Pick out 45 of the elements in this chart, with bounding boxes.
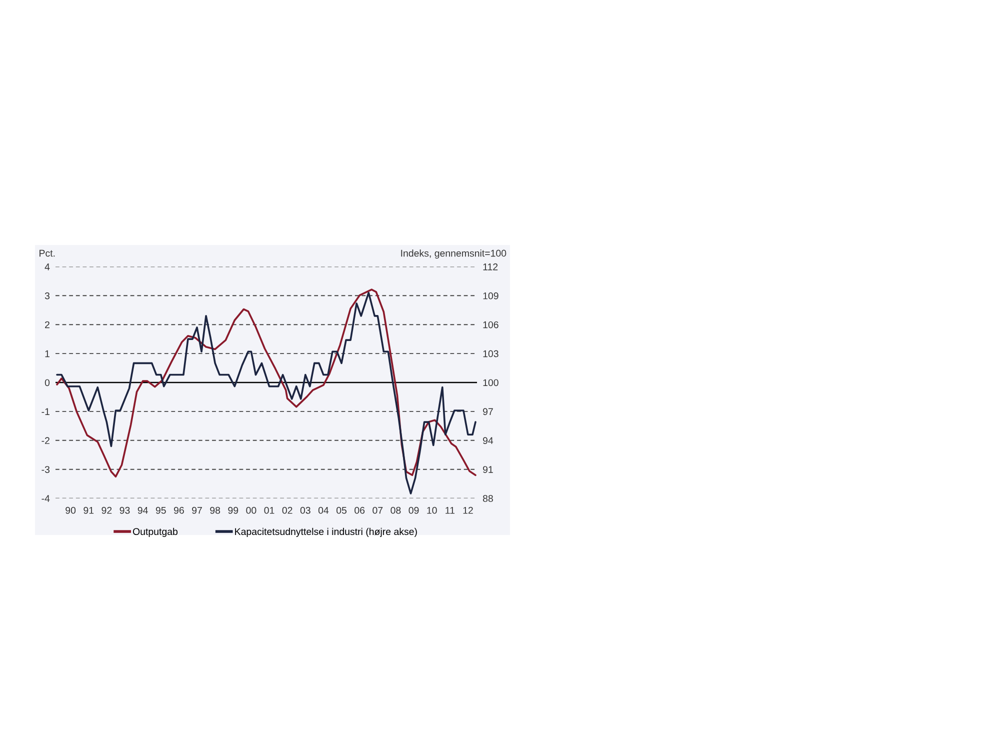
x-tick-label: 02 <box>282 506 292 514</box>
x-tick-label: 11 <box>446 506 454 514</box>
x-tick-label: 97 <box>192 506 202 514</box>
x-tick-label: 06 <box>354 506 365 514</box>
x-tick-label: 96 <box>174 506 184 514</box>
x-tick-label: 07 <box>372 506 383 514</box>
y2-tick-label: 106 <box>483 321 498 328</box>
y-axis-title: Pct. <box>40 250 55 257</box>
x-tick-label: 91 <box>84 506 94 514</box>
y2-tick-label: 103 <box>483 350 498 358</box>
x-tick-label: 04 <box>318 506 329 514</box>
y-tick-label: 0 <box>44 379 50 386</box>
y2-tick-label: 88 <box>482 495 493 502</box>
y-tick-label: -1 <box>42 408 50 415</box>
y2-tick-label: 112 <box>483 263 498 270</box>
x-tick-label: 12 <box>463 506 473 514</box>
y2-tick-label: 94 <box>483 437 494 444</box>
x-tick-label: 94 <box>138 506 148 514</box>
x-tick-label: 01 <box>264 506 274 514</box>
x-tick-label: 93 <box>120 506 130 514</box>
x-tick-label: 03 <box>300 506 310 514</box>
y-tick-label: 2 <box>45 321 50 328</box>
y-tick-label: 3 <box>44 292 50 300</box>
y-tick-label: -3 <box>42 466 50 473</box>
y-tick-label: 1 <box>45 350 50 358</box>
y2-tick-label: 97 <box>483 408 493 416</box>
x-tick-label: 95 <box>156 506 166 514</box>
x-tick-label: 10 <box>427 506 437 514</box>
legend-label: Kapacitetsudnyttelse i industri (højre akse) <box>235 528 417 537</box>
x-tick-label: 09 <box>408 506 419 514</box>
y2-tick-label: 109 <box>483 292 498 300</box>
y-tick-label: -2 <box>42 437 50 444</box>
x-tick-label: 92 <box>102 506 112 514</box>
x-tick-label: 08 <box>390 506 401 514</box>
y-tick-label: 4 <box>44 264 50 270</box>
x-tick-label: 98 <box>210 506 220 514</box>
x-tick-label: 00 <box>246 506 256 514</box>
y-tick-label: -4 <box>42 495 50 502</box>
y2-axis-title: Indeks, gennemsnit=100 <box>401 250 506 259</box>
x-tick-label: 05 <box>336 506 347 514</box>
x-tick-label: 90 <box>66 506 76 514</box>
x-tick-label: 99 <box>228 506 238 514</box>
y2-tick-label: 91 <box>483 466 493 473</box>
y2-tick-label: 100 <box>483 379 498 386</box>
legend-label: Outputgab <box>132 528 178 537</box>
